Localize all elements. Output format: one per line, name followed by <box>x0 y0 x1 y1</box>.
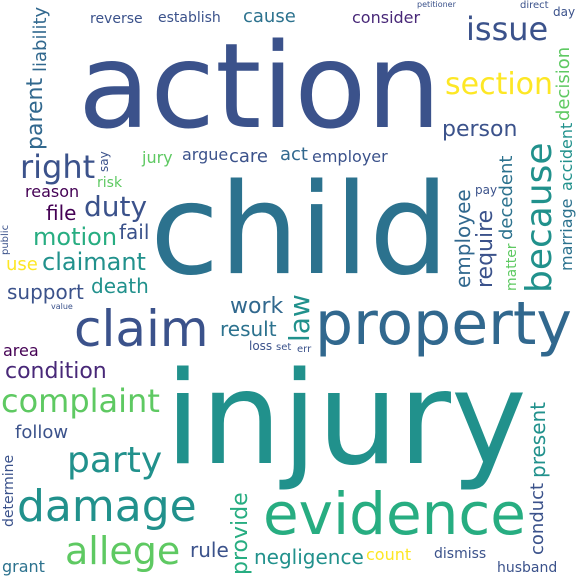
cloud-word: consider <box>352 8 421 27</box>
cloud-word: action <box>78 17 442 155</box>
cloud-word: risk <box>97 175 123 191</box>
cloud-word: jury <box>142 148 173 167</box>
cloud-word: marriage <box>557 198 576 271</box>
cloud-word: provide <box>228 492 253 575</box>
cloud-word: care <box>229 146 269 167</box>
cloud-word: employer <box>312 147 388 166</box>
cloud-word: require <box>473 209 498 288</box>
cloud-word: result <box>220 317 277 341</box>
cloud-word: err <box>297 344 312 355</box>
cloud-word: duty <box>84 190 148 223</box>
cloud-word: issue <box>466 10 549 48</box>
cloud-word: complaint <box>1 382 160 420</box>
cloud-word: direct <box>520 0 549 11</box>
cloud-word: set <box>276 342 292 353</box>
cloud-word: decision <box>553 46 574 121</box>
cloud-word: property <box>315 289 572 359</box>
cloud-word: reason <box>25 182 80 201</box>
cloud-word: determine <box>1 454 17 527</box>
cloud-word: fail <box>119 220 150 244</box>
cloud-word: present <box>526 401 550 478</box>
cloud-word: matter <box>504 243 520 291</box>
cloud-word: party <box>67 440 163 481</box>
cloud-word: say <box>97 151 111 172</box>
cloud-word: right <box>20 148 96 186</box>
cloud-word: establish <box>158 10 221 26</box>
cloud-word: person <box>442 117 518 142</box>
cloud-word: because <box>519 142 560 293</box>
cloud-word: use <box>6 254 38 275</box>
cloud-word: claimant <box>42 248 146 276</box>
cloud-word: husband <box>497 560 558 576</box>
cloud-word: value <box>51 302 73 311</box>
cloud-word: file <box>46 201 77 225</box>
cloud-word: law <box>283 294 316 342</box>
cloud-word: dismiss <box>434 546 487 562</box>
cloud-word: death <box>91 274 149 298</box>
cloud-word: grant <box>2 557 45 576</box>
cloud-word: count <box>366 545 412 564</box>
cloud-word: decedent <box>496 155 517 240</box>
cloud-word: negligence <box>254 545 364 569</box>
cloud-word: cause <box>243 6 296 27</box>
cloud-word: public <box>0 224 11 255</box>
cloud-word: support <box>7 280 84 304</box>
cloud-word: damage <box>17 481 197 532</box>
cloud-word: pay <box>475 183 498 197</box>
cloud-word: loss <box>249 339 273 353</box>
cloud-word: condition <box>5 359 107 384</box>
cloud-word: petitioner <box>417 0 456 9</box>
cloud-word: conduct <box>527 482 548 555</box>
cloud-word: claim <box>74 300 209 358</box>
cloud-word: rule <box>190 538 229 562</box>
cloud-word: follow <box>15 422 69 443</box>
cloud-word: child <box>150 156 450 303</box>
cloud-word: day <box>553 5 576 19</box>
cloud-word: act <box>280 144 308 165</box>
cloud-word: motion <box>33 223 118 251</box>
cloud-word: evidence <box>263 480 526 548</box>
cloud-word: accident <box>557 122 576 191</box>
cloud-word: argue <box>182 145 229 164</box>
cloud-word: parent <box>23 77 48 150</box>
cloud-word: reverse <box>90 11 143 27</box>
cloud-word: injury <box>165 345 527 494</box>
cloud-word: work <box>230 294 284 319</box>
cloud-word: liability <box>30 6 51 72</box>
cloud-word: employee <box>451 189 475 288</box>
cloud-word: allege <box>65 529 181 573</box>
cloud-word: area <box>3 341 39 360</box>
cloud-word: section <box>445 67 554 102</box>
